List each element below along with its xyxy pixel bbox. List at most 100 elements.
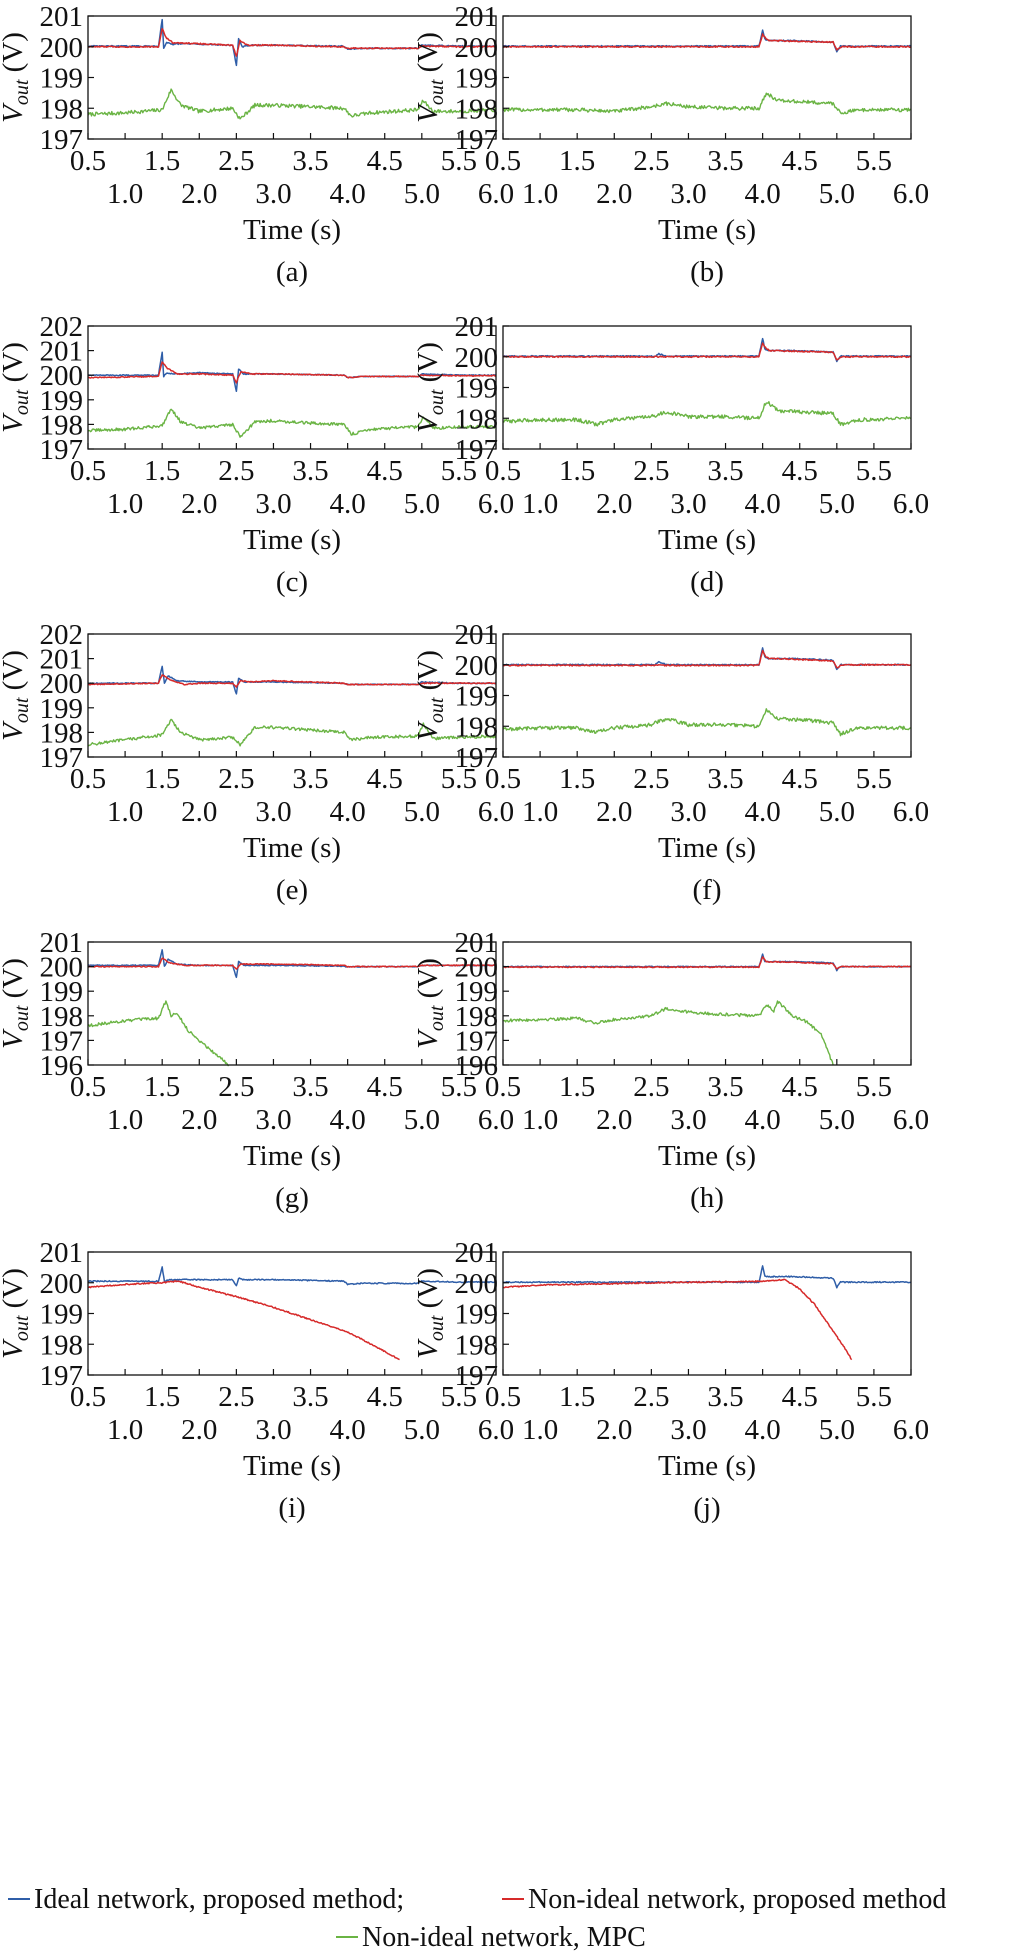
x-axis-label: Time (s): [243, 214, 341, 246]
x-tick-label: 5.5: [441, 455, 477, 487]
y-tick-label: 200: [40, 952, 84, 984]
x-tick-label: 5.5: [441, 145, 477, 177]
x-axis-label: Time (s): [658, 1450, 756, 1482]
series-line-nonideal-mpc: [503, 401, 911, 427]
x-tick-label: 6.0: [478, 1104, 514, 1136]
x-tick-label: 2.0: [181, 488, 217, 520]
x-tick-label: 6.0: [478, 178, 514, 210]
y-tick-label: 201: [455, 619, 499, 651]
legend-item-ideal-proposed: Ideal network, proposed method;: [8, 1884, 404, 1915]
x-tick-label: 6.0: [893, 488, 929, 520]
x-tick-label: 6.0: [478, 796, 514, 828]
x-tick-label: 5.0: [819, 1104, 855, 1136]
x-tick-label: 5.0: [819, 1414, 855, 1446]
x-tick-label: 5.5: [856, 1381, 892, 1413]
y-tick-label: 197: [40, 742, 84, 774]
x-tick-label: 4.0: [745, 488, 781, 520]
y-tick-label: 198: [455, 403, 499, 435]
x-axis-label: Time (s): [243, 1140, 341, 1172]
x-tick-label: 3.0: [670, 1104, 706, 1136]
legend-item-nonideal-proposed: Non-ideal network, proposed method: [502, 1884, 946, 1915]
y-tick-label: 202: [40, 311, 84, 343]
series-line-nonideal-mpc: [88, 1000, 230, 1067]
x-tick-label: 5.5: [856, 1071, 892, 1103]
x-tick-label: 1.0: [107, 178, 143, 210]
x-tick-label: 3.0: [255, 488, 291, 520]
x-tick-label: 4.0: [745, 1414, 781, 1446]
x-tick-label: 1.5: [559, 763, 595, 795]
plot-frame: [502, 941, 912, 1066]
y-tick-label: 201: [40, 927, 84, 959]
y-tick-label: 198: [40, 1001, 84, 1033]
x-tick-label: 5.0: [404, 796, 440, 828]
series-group: [503, 953, 911, 1066]
series-line-nonideal-proposed: [88, 674, 496, 688]
x-tick-label: 4.5: [782, 455, 818, 487]
x-tick-label: 5.0: [404, 1104, 440, 1136]
x-tick-label: 5.0: [404, 488, 440, 520]
x-tick-label: 5.0: [404, 178, 440, 210]
series-group: [503, 1265, 911, 1361]
x-tick-label: 3.5: [292, 1381, 328, 1413]
x-tick-label: 4.5: [782, 763, 818, 795]
y-tick-label: 199: [40, 63, 84, 95]
x-tick-label: 3.0: [670, 1414, 706, 1446]
x-tick-label: 3.5: [292, 1071, 328, 1103]
series-line-ideal-proposed: [503, 953, 911, 972]
y-tick-label: 201: [455, 311, 499, 343]
y-axis-label: Vout (V): [0, 342, 33, 433]
y-tick-label: 201: [40, 336, 84, 368]
x-tick-label: 5.5: [856, 145, 892, 177]
x-tick-label: 2.0: [596, 178, 632, 210]
y-axis-label: Vout (V): [0, 1268, 33, 1359]
x-tick-label: 0.5: [485, 1071, 521, 1103]
y-axis-label: Vout (V): [412, 342, 448, 433]
y-tick-label: 199: [455, 373, 499, 405]
x-tick-label: 1.5: [559, 145, 595, 177]
y-axis-label: Vout (V): [0, 32, 33, 123]
series-group: [88, 665, 496, 747]
x-tick-label: 4.0: [330, 796, 366, 828]
y-tick-label: 199: [455, 681, 499, 713]
y-tick-label: 202: [40, 619, 84, 651]
x-tick-label: 5.0: [819, 488, 855, 520]
x-tick-label: 3.0: [670, 488, 706, 520]
panel-label: (f): [693, 874, 722, 906]
x-tick-label: 0.5: [70, 145, 106, 177]
x-axis-label: Time (s): [243, 832, 341, 864]
x-tick-label: 1.5: [144, 145, 180, 177]
panel-label: (d): [690, 566, 724, 598]
x-tick-label: 1.0: [107, 1104, 143, 1136]
y-tick-label: 198: [40, 717, 84, 749]
panel-label: (g): [275, 1182, 309, 1214]
y-tick-label: 199: [40, 1299, 84, 1331]
y-tick-label: 197: [455, 1360, 499, 1392]
x-axis-label: Time (s): [658, 214, 756, 246]
y-tick-label: 200: [40, 32, 84, 64]
x-tick-label: 4.0: [330, 488, 366, 520]
x-tick-label: 4.0: [330, 178, 366, 210]
series-line-ideal-proposed: [88, 1266, 496, 1287]
series-line-nonideal-mpc: [88, 88, 496, 120]
x-tick-label: 1.5: [559, 1071, 595, 1103]
series-line-nonideal-mpc: [503, 92, 911, 115]
x-tick-label: 5.5: [856, 455, 892, 487]
y-tick-label: 198: [40, 409, 84, 441]
y-axis-label: Vout (V): [412, 32, 448, 123]
x-tick-label: 5.0: [404, 1414, 440, 1446]
x-tick-label: 1.5: [144, 455, 180, 487]
x-tick-label: 3.0: [255, 796, 291, 828]
series-line-nonideal-proposed: [503, 342, 911, 361]
x-tick-label: 2.5: [633, 455, 669, 487]
x-tick-label: 1.5: [144, 1071, 180, 1103]
y-tick-label: 197: [455, 434, 499, 466]
x-tick-label: 4.0: [330, 1414, 366, 1446]
series-group: [88, 1266, 496, 1361]
series-line-nonideal-mpc: [503, 1000, 834, 1066]
